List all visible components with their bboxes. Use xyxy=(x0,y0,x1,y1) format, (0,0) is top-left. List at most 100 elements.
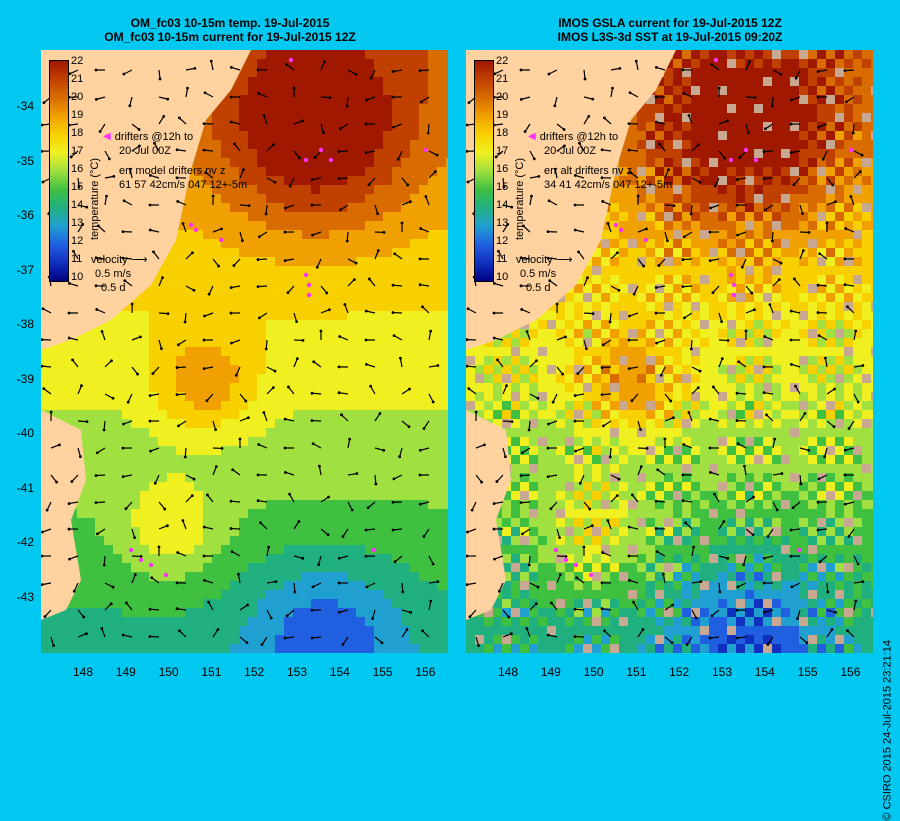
field-cell xyxy=(77,500,86,509)
left-legend-drifters-2: 20-Jul 00Z xyxy=(103,144,247,158)
field-cell xyxy=(230,302,239,311)
vector-head xyxy=(206,399,209,402)
field-cell xyxy=(401,356,410,365)
field-cell xyxy=(754,59,763,68)
field-cell xyxy=(248,428,257,437)
vector-head xyxy=(329,96,332,99)
field-cell xyxy=(257,419,266,428)
field-cell xyxy=(230,329,239,338)
field-cell xyxy=(365,230,374,239)
field-cell xyxy=(374,104,383,113)
field-cell xyxy=(320,437,329,446)
field-cell xyxy=(772,131,781,140)
field-cell xyxy=(637,266,646,275)
field-cell xyxy=(293,401,302,410)
field-cell xyxy=(365,320,374,329)
field-cell xyxy=(745,257,754,266)
field-cell xyxy=(790,167,799,176)
field-cell xyxy=(826,140,835,149)
field-cell xyxy=(601,239,610,248)
field-cell xyxy=(446,518,448,527)
field-cell xyxy=(329,311,338,320)
field-cell xyxy=(347,266,356,275)
field-cell xyxy=(266,599,275,608)
field-cell xyxy=(419,545,428,554)
field-cell xyxy=(790,230,799,239)
field-cell xyxy=(194,509,203,518)
field-cell xyxy=(347,536,356,545)
field-cell xyxy=(338,419,347,428)
field-cell xyxy=(248,122,257,131)
field-cell xyxy=(293,140,302,149)
field-cell xyxy=(302,239,311,248)
field-cell xyxy=(709,266,718,275)
field-cell xyxy=(95,419,104,428)
field-cell xyxy=(446,419,448,428)
field-cell xyxy=(383,320,392,329)
field-cell xyxy=(266,239,275,248)
field-cell xyxy=(410,347,419,356)
field-cell xyxy=(799,194,808,203)
field-cell xyxy=(293,347,302,356)
field-cell xyxy=(77,356,86,365)
vector-head xyxy=(257,473,260,476)
field-cell xyxy=(230,608,239,617)
field-cell xyxy=(835,257,844,266)
field-cell xyxy=(230,437,239,446)
field-cell xyxy=(365,590,374,599)
field-cell xyxy=(266,500,275,509)
field-cell xyxy=(230,383,239,392)
field-cell xyxy=(655,275,664,284)
field-cell xyxy=(682,140,691,149)
field-cell xyxy=(86,482,95,491)
field-cell xyxy=(113,554,122,563)
field-cell xyxy=(176,500,185,509)
field-cell xyxy=(230,194,239,203)
vector-head xyxy=(274,370,277,373)
field-cell xyxy=(419,320,428,329)
field-cell xyxy=(844,140,853,149)
field-cell xyxy=(275,347,284,356)
field-cell xyxy=(410,338,419,347)
field-cell xyxy=(329,338,338,347)
field-cell xyxy=(230,536,239,545)
field-cell xyxy=(709,113,718,122)
vector-head xyxy=(368,278,371,281)
field-cell xyxy=(691,50,700,59)
field-cell xyxy=(140,365,149,374)
field-cell xyxy=(383,392,392,401)
vector-head xyxy=(274,580,277,583)
field-cell xyxy=(140,356,149,365)
field-cell xyxy=(284,545,293,554)
field-cell xyxy=(844,275,853,284)
field-cell xyxy=(428,311,437,320)
field-cell xyxy=(320,644,329,653)
field-cell xyxy=(392,482,401,491)
field-cell xyxy=(410,635,419,644)
field-cell xyxy=(673,95,682,104)
field-cell xyxy=(736,86,745,95)
field-cell xyxy=(158,374,167,383)
field-cell xyxy=(673,257,682,266)
field-cell xyxy=(329,176,338,185)
field-cell xyxy=(356,365,365,374)
field-cell xyxy=(446,428,448,437)
field-cell xyxy=(239,392,248,401)
field-cell xyxy=(356,68,365,77)
field-cell xyxy=(718,212,727,221)
field-cell xyxy=(248,527,257,536)
field-cell xyxy=(221,104,230,113)
field-cell xyxy=(691,212,700,221)
field-cell xyxy=(410,626,419,635)
field-cell xyxy=(149,347,158,356)
vector-head xyxy=(110,359,113,362)
field-cell xyxy=(356,626,365,635)
field-cell xyxy=(347,113,356,122)
field-cell xyxy=(664,212,673,221)
field-cell xyxy=(709,140,718,149)
field-cell xyxy=(95,644,104,653)
field-cell xyxy=(239,410,248,419)
field-cell xyxy=(727,95,736,104)
field-cell xyxy=(185,563,194,572)
field-cell xyxy=(221,419,230,428)
